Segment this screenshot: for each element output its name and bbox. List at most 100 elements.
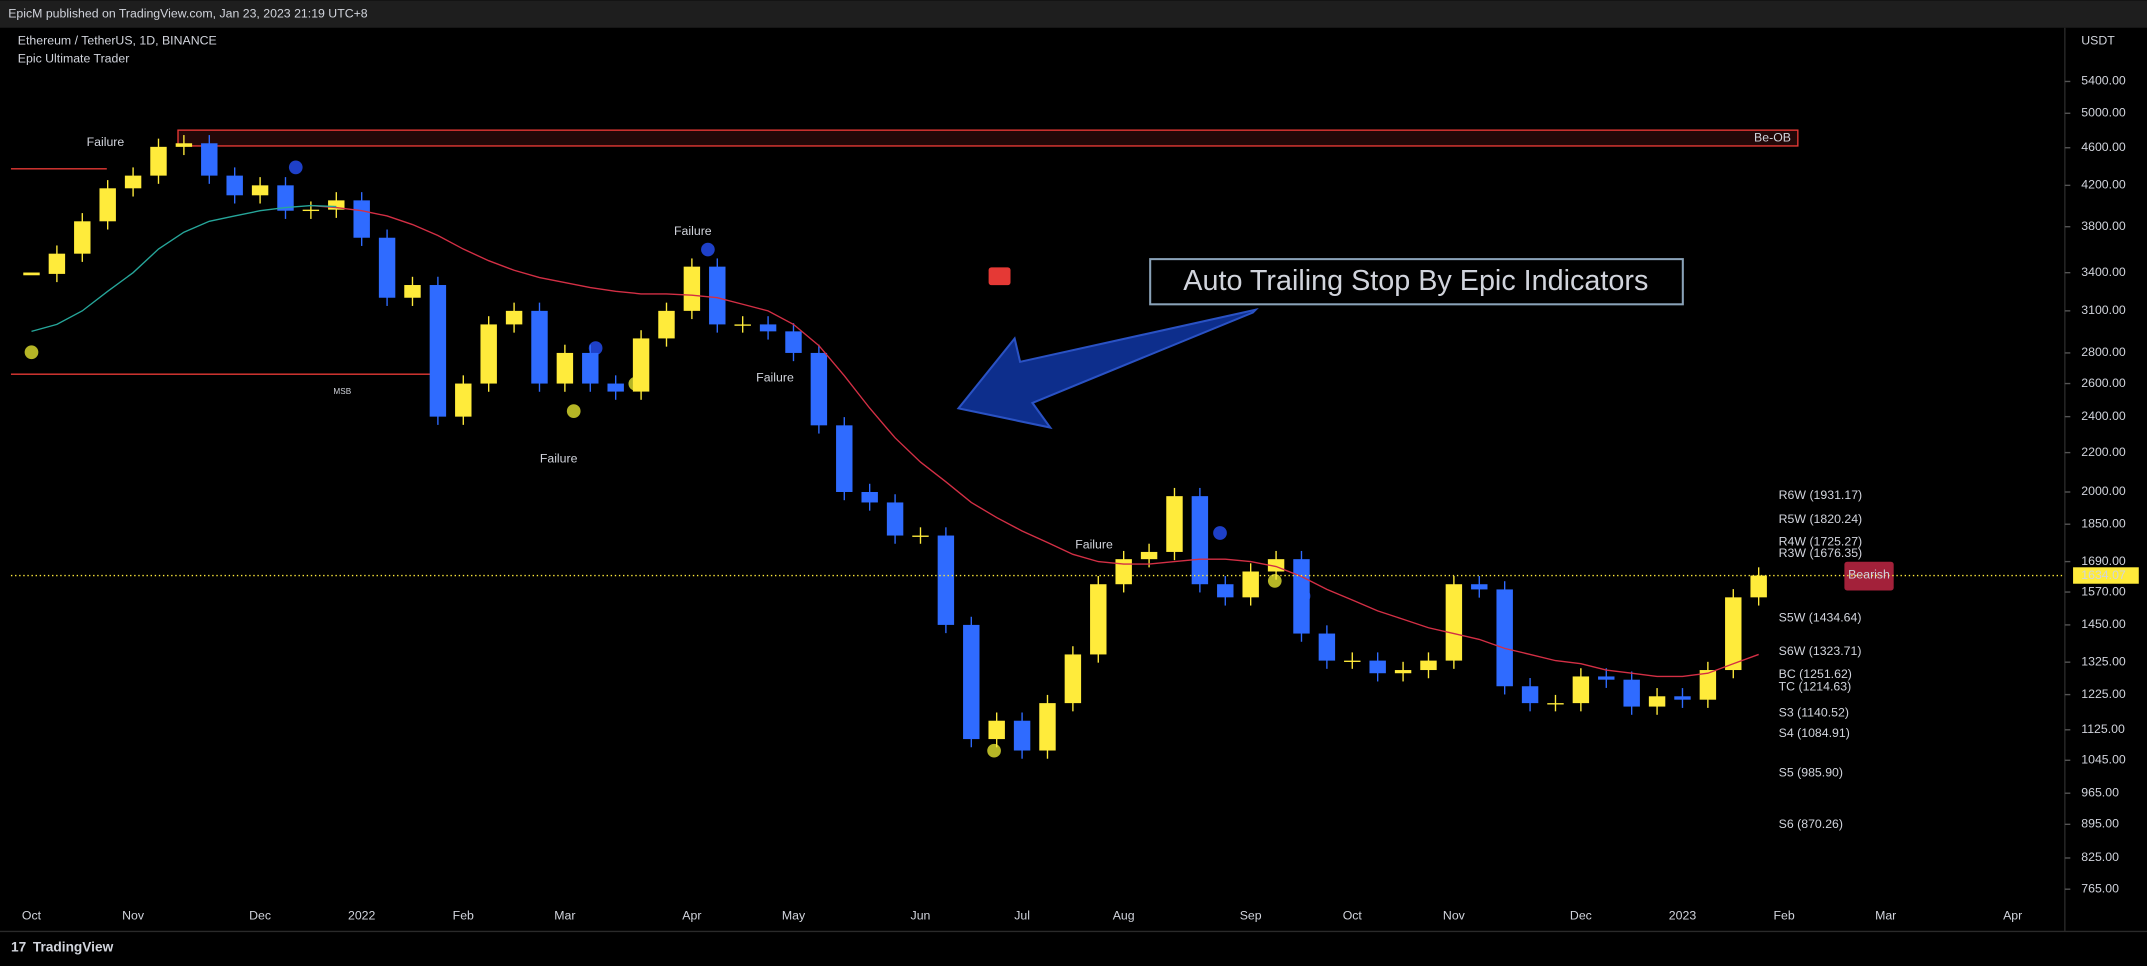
- icon: [988, 267, 1011, 286]
- annotation: Failure: [674, 224, 712, 238]
- dot: [588, 341, 603, 355]
- pivot-level: R6W (1931.17): [1779, 488, 1863, 502]
- publish-info: EpicM published on TradingView.com, Jan …: [8, 6, 368, 20]
- dot: [701, 242, 715, 257]
- y-tick-label: 1045.00: [2081, 753, 2126, 767]
- x-tick-label: Nov: [1443, 909, 1466, 923]
- candle: [582, 352, 599, 384]
- x-tick-label: Jul: [1014, 909, 1030, 923]
- pivot-level: BC (1251.62): [1779, 667, 1852, 681]
- candle: [963, 624, 980, 740]
- annotation: Failure: [756, 371, 794, 385]
- candle: [1217, 584, 1234, 598]
- pivot-level: S6W (1323.71): [1779, 644, 1862, 658]
- ma-line: [310, 204, 1759, 678]
- candle: [23, 272, 40, 276]
- pivot-level: TC (1214.63): [1779, 679, 1852, 693]
- callout-box: [1149, 258, 1684, 306]
- candle: [48, 253, 66, 274]
- x-tick-label: Feb: [1773, 909, 1794, 923]
- candle: [1064, 654, 1082, 704]
- y-tick-label: 1850.00: [2081, 516, 2126, 530]
- y-tick-label: 2800.00: [2081, 345, 2126, 359]
- top-bar: [0, 0, 2147, 28]
- x-tick-label: Feb: [453, 909, 474, 923]
- y-tick-label: 1570.00: [2081, 584, 2126, 598]
- x-tick-label: Jun: [911, 909, 931, 923]
- y-tick-label: 2000.00: [2081, 484, 2126, 498]
- dot: [24, 345, 39, 360]
- y-tick-label: 2600.00: [2081, 376, 2126, 390]
- price-tag: [2073, 567, 2139, 584]
- y-tick-label: 965.00: [2081, 785, 2119, 799]
- candle: [1293, 559, 1310, 634]
- arrow: [956, 308, 1259, 430]
- x-tick-label: Dec: [249, 909, 271, 923]
- candle: [632, 338, 650, 392]
- candle: [480, 324, 497, 384]
- candle: [1471, 584, 1488, 590]
- annotation: Bearish: [1848, 568, 1890, 582]
- x-tick-label: 2023: [1669, 909, 1697, 923]
- candle: [74, 221, 91, 254]
- candle: [455, 383, 472, 417]
- annotation: MSB: [333, 387, 351, 396]
- candle: [1420, 660, 1437, 671]
- pivot-level: R4W (1725.27): [1779, 534, 1863, 548]
- y-tick-label: 1450.00: [2081, 617, 2126, 631]
- dot: [566, 404, 581, 418]
- candle: [836, 425, 853, 492]
- candle: [1394, 670, 1412, 674]
- annotation: Failure: [87, 135, 125, 149]
- y-tick-label: 5400.00: [2081, 74, 2126, 88]
- y-tick-label: 825.00: [2081, 850, 2119, 864]
- candle: [1674, 696, 1691, 700]
- candle: [302, 209, 320, 212]
- candle: [429, 285, 447, 417]
- y-tick-label: 1690.00: [2081, 554, 2126, 568]
- candle: [1496, 589, 1513, 687]
- zone-label: Be-OB: [1754, 130, 1791, 144]
- candle: [1140, 551, 1158, 560]
- candle: [937, 535, 955, 625]
- y-tick-label: 1225.00: [2081, 687, 2126, 701]
- candle: [759, 324, 777, 332]
- pivot-level: S5 (985.90): [1779, 766, 1843, 780]
- candle: [531, 310, 548, 384]
- candle: [556, 352, 574, 384]
- candle: [404, 285, 421, 298]
- x-tick-label: Oct: [22, 909, 42, 923]
- annotation: Failure: [1075, 538, 1113, 552]
- brand-logo: 17: [11, 939, 27, 954]
- y-tick-label: 765.00: [2081, 881, 2119, 895]
- badge: [1844, 561, 1894, 591]
- candle: [99, 188, 116, 222]
- x-tick-label: Apr: [2003, 909, 2022, 923]
- y-tick-label: 1325.00: [2081, 654, 2126, 668]
- y-tick-label: 2200.00: [2081, 445, 2126, 459]
- candle: [734, 324, 751, 326]
- pivot-level: S4 (1084.91): [1779, 726, 1850, 740]
- pivot-level: S3 (1140.52): [1779, 705, 1849, 719]
- currency: USDT: [2081, 34, 2115, 48]
- x-tick-label: May: [782, 909, 806, 923]
- y-tick-label: 5000.00: [2081, 106, 2126, 120]
- candle: [1344, 660, 1361, 662]
- candle: [607, 383, 624, 392]
- y-tick-label: 3400.00: [2081, 265, 2126, 279]
- candle: [1750, 575, 1767, 598]
- candle: [201, 143, 218, 176]
- x-tick-label: Mar: [554, 909, 575, 923]
- dot: [1213, 526, 1227, 540]
- candle: [505, 310, 523, 325]
- x-tick-label: Aug: [1113, 909, 1135, 923]
- candle: [175, 143, 193, 147]
- candle: [1166, 496, 1183, 552]
- candle: [277, 185, 294, 211]
- candle: [1725, 597, 1742, 671]
- candle: [124, 175, 142, 189]
- y-tick-label: 3100.00: [2081, 303, 2126, 317]
- order-block: [177, 129, 1799, 147]
- candle: [1242, 571, 1259, 598]
